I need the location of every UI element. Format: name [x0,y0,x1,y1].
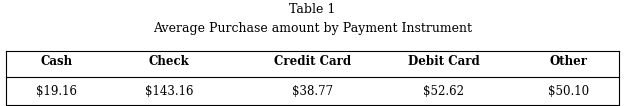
Text: $38.77: $38.77 [292,85,333,98]
Text: Other: Other [550,55,588,68]
Text: Check: Check [148,55,189,68]
Text: $50.10: $50.10 [548,85,589,98]
Text: Average Purchase amount by Payment Instrument: Average Purchase amount by Payment Instr… [153,22,472,35]
Text: $19.16: $19.16 [36,85,77,98]
Text: Table 1: Table 1 [289,3,336,16]
Text: Cash: Cash [40,55,72,68]
Text: Debit Card: Debit Card [408,55,479,68]
Text: $52.62: $52.62 [423,85,464,98]
Text: Credit Card: Credit Card [274,55,351,68]
Text: $143.16: $143.16 [144,85,193,98]
